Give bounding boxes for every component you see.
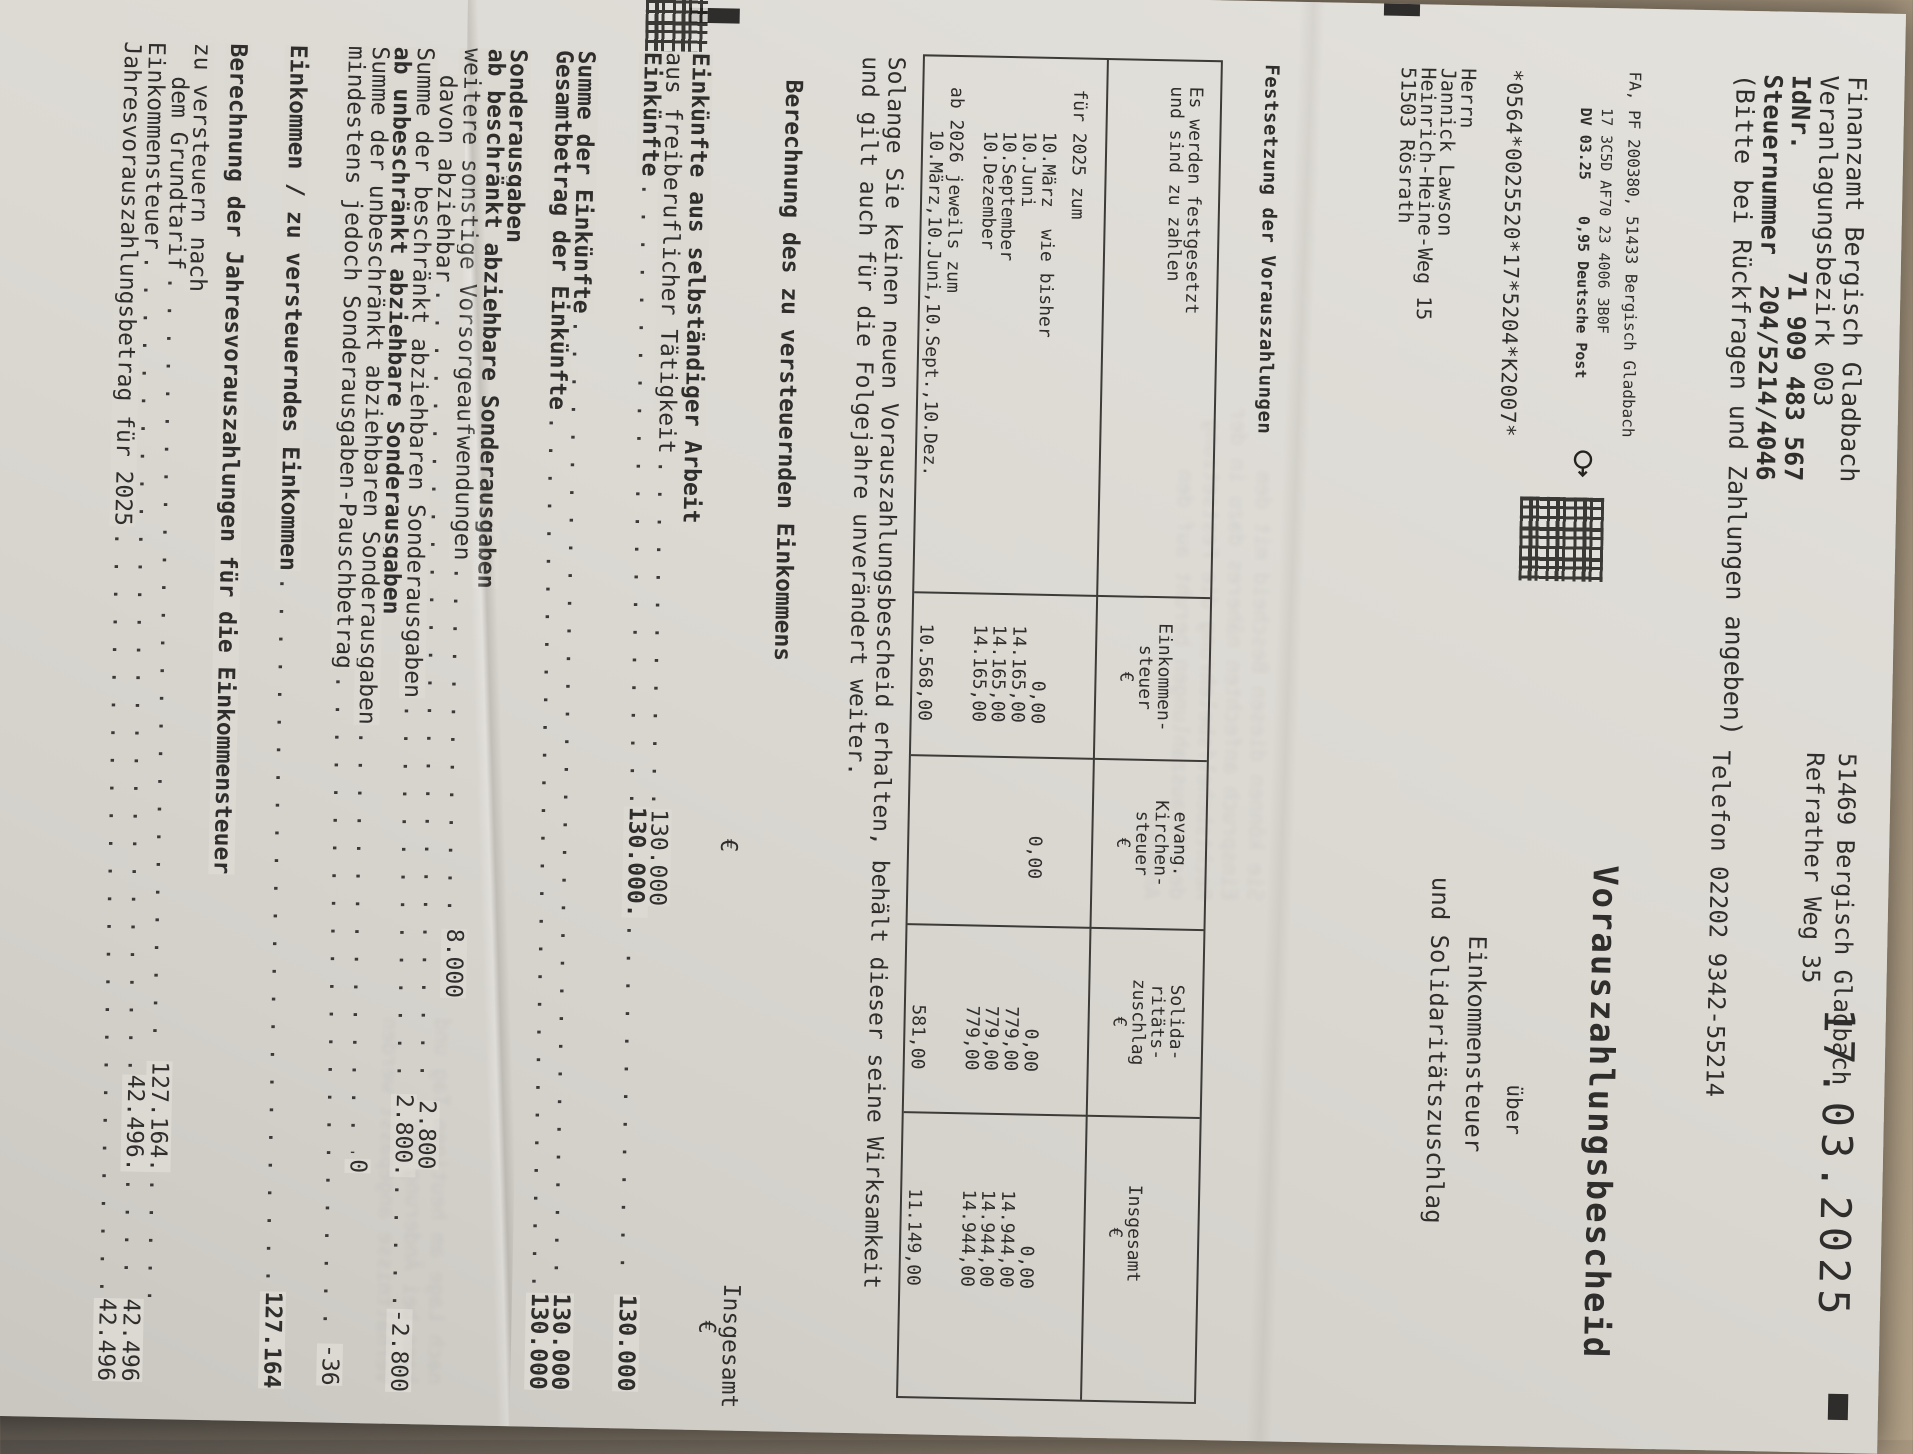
document-title: Vorauszahlungsbescheid xyxy=(1574,864,1625,1360)
franking-code-line: 17 3C5D AF70 23 4006 3B0F xyxy=(1593,107,1617,334)
table-value: 14.944,00 xyxy=(995,1189,1019,1288)
section1-heading: Festsetzung der Vorauszahlungen xyxy=(1253,64,1283,435)
calc-value-mid: 130.000. xyxy=(621,806,650,918)
fold-mark-icon xyxy=(1383,3,1421,17)
table-column-rule xyxy=(907,923,1204,932)
title-tax-line2: und Solidaritätszuschlag xyxy=(1419,876,1455,1224)
total-column-header: Insgesamt xyxy=(715,1283,745,1409)
ink-bleedthrough: nach Lage am heutigen Tag und kann bei Ä… xyxy=(371,1005,455,1385)
table-column-header: € xyxy=(1108,1016,1130,1028)
recipient-address: Herrn Jannick Lawson Heinrich-Heine-Weg 15… xyxy=(1394,67,1481,321)
heading-dash-icon xyxy=(1827,1393,1849,1421)
calc-value-right: 127.164 xyxy=(258,1291,287,1389)
table-row-label: für 2025 zum xyxy=(1066,89,1091,220)
table-column-header: zuschlag xyxy=(1126,978,1150,1066)
calc-label: Berechnung der Jahresvorauszahlungen für… xyxy=(208,43,252,875)
total-column-euro: € xyxy=(693,1319,720,1335)
table-value: 14.165,00 xyxy=(967,624,991,723)
table-column-rule xyxy=(903,1111,1200,1120)
table-value: 581,00 xyxy=(906,1004,929,1070)
table-row-label: 10.März,10.Juni,10.Sept.,10.Dez. xyxy=(918,129,947,477)
barcode-line: *0564*0025520*17*5204*K2007* xyxy=(1495,68,1527,438)
table-value: 11.149,00 xyxy=(902,1188,926,1287)
table-header-rule xyxy=(1080,59,1109,1400)
table-value: 10.568,00 xyxy=(913,623,937,722)
sender-block: Finanzamt Bergisch Gladbach Veranlagungsb… xyxy=(1717,73,1871,738)
calc-value-mid: 42.496. xyxy=(120,1074,149,1172)
calc-value-right: 42.496 xyxy=(92,1297,120,1382)
title-ueber: über xyxy=(1501,1084,1527,1136)
deutsche-post-posthorn-icon xyxy=(1573,450,1593,478)
table-value: 14.165,00 xyxy=(1006,625,1030,724)
euro-column-header: € xyxy=(714,838,742,853)
table-value: 0,00 xyxy=(1015,1245,1038,1290)
letter-date: 17.03.2025 xyxy=(1808,1007,1865,1322)
table-value: 0,00 xyxy=(1026,680,1049,725)
table-column-header: € xyxy=(1104,1227,1126,1239)
table-corner-header: und sind zu zahlen xyxy=(1162,86,1188,282)
calc-label: Einkünfte xyxy=(636,51,665,177)
table-column-header: Solida- xyxy=(1164,984,1188,1061)
letterhead-street: Refrather Weg 35 xyxy=(1796,752,1830,984)
calc-row: Einkommen / zu versteuerndes Einkommen . … xyxy=(258,44,312,1389)
table-value: 779,00 xyxy=(999,1006,1022,1072)
table-value: 0,00 xyxy=(1019,1028,1042,1073)
table-column-header: ritäts- xyxy=(1145,983,1169,1061)
dot-leader: . . . . . . . . . . . . . . . . . . . . … xyxy=(118,1177,146,1292)
calc-value-right: 130.000 xyxy=(612,1294,641,1392)
table-row-label: 10.Juni xyxy=(1016,131,1040,208)
table-column-header: € xyxy=(1115,671,1137,683)
letterhead-phone: Telefon 02202 9342-55214 xyxy=(1700,750,1736,1098)
title-tax-line1: Einkommensteuer xyxy=(1459,935,1492,1153)
return-address-line: FA, PF 200380, 51433 Bergisch Gladbach xyxy=(1618,71,1645,438)
table-value: 779,00 xyxy=(979,1005,1002,1072)
calc-value-right: 130.000 xyxy=(524,1292,553,1391)
table-value: 0,00 xyxy=(1023,835,1046,880)
datamatrix-stamp-icon xyxy=(1518,496,1605,583)
dot-leader: . . . . . . . . . . . . . . . . . . . . … xyxy=(142,1178,170,1297)
table-column-header: Insgesamt xyxy=(1122,1184,1146,1283)
franking-stamp-line: DV 03.25 0,95 Deutsche Post xyxy=(1571,107,1596,379)
table-value: 779,00 xyxy=(960,1005,983,1071)
table-row-label: ab 2026 jeweils zum xyxy=(942,86,968,294)
calc-value-right: 42.496 xyxy=(116,1298,144,1382)
calc-label: Einkommen / zu versteuerndes Einkommen xyxy=(274,44,312,572)
table-column-header: € xyxy=(1112,837,1134,849)
dot-leader: . . . . . . . . . . . . . . . . . . . . … xyxy=(260,577,300,1286)
ink-bleedthrough: Sie können diesen Bescheid mit dem Einsp… xyxy=(1139,394,1276,902)
calc-value-mid: 0 xyxy=(344,1159,371,1174)
section2-heading: Berechnung des zu versteuernden Einkomme… xyxy=(768,79,807,662)
table-value: 14.944,00 xyxy=(956,1189,980,1288)
table-row-label: 10.Dezember xyxy=(977,130,1001,251)
calc-value-mid: 127.164. xyxy=(144,1061,173,1173)
calculation-rows: Einkünfte aus selbständiger Arbeit aus fr… xyxy=(92,14,1906,1454)
calc-value-right: -36 xyxy=(316,1343,343,1386)
datamatrix-margin-icon xyxy=(645,0,709,52)
